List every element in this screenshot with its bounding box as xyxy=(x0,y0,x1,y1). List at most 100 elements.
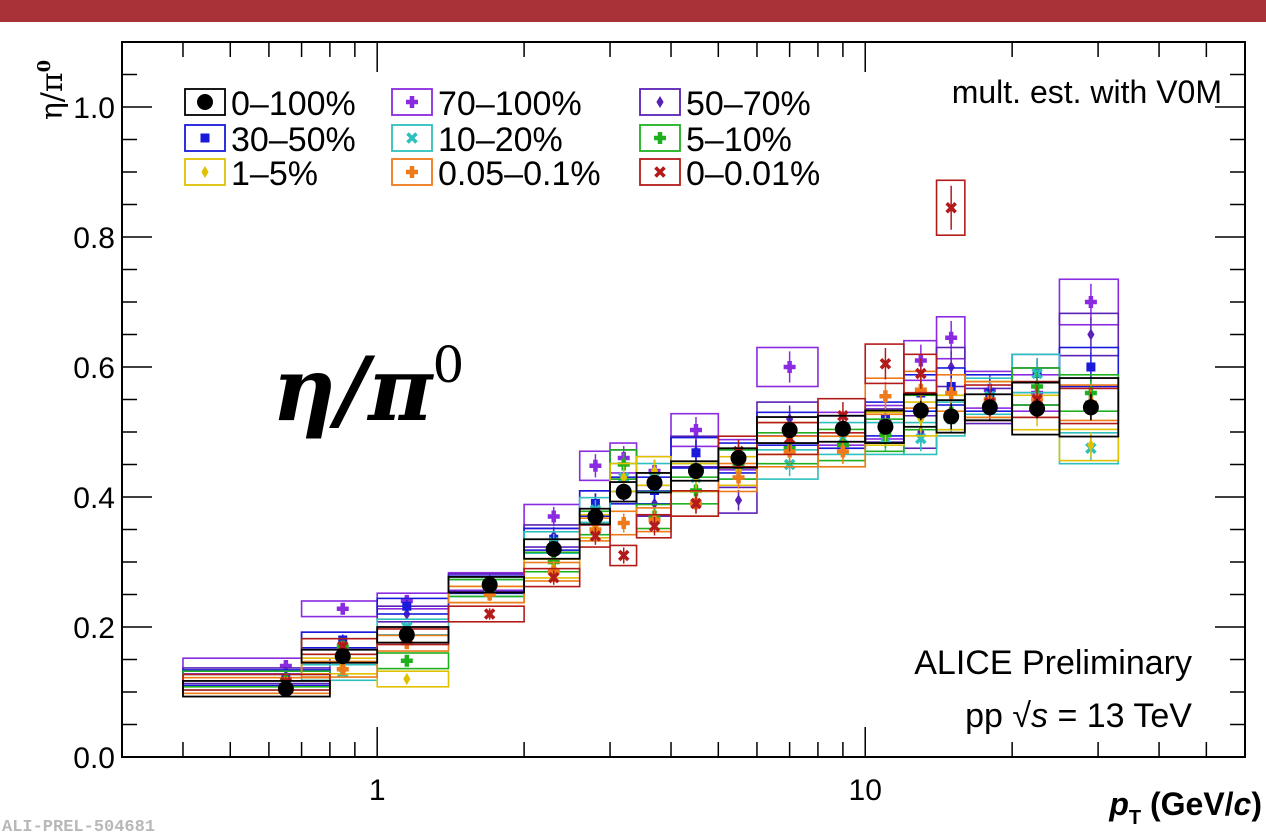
systematic-box xyxy=(635,513,672,539)
legend-box xyxy=(184,88,226,116)
data-point xyxy=(617,549,630,562)
data-point xyxy=(398,626,415,643)
systematic-box xyxy=(670,460,720,482)
legend-entry: 0–100% xyxy=(184,85,356,123)
systematic-box xyxy=(182,680,331,698)
data-point xyxy=(945,331,958,344)
data-point xyxy=(587,508,604,525)
data-point xyxy=(1084,296,1097,308)
systematic-box xyxy=(376,626,450,644)
data-point xyxy=(648,520,661,533)
systematic-box xyxy=(447,605,525,623)
legend-entry: 0.05–0.1% xyxy=(391,155,601,193)
data-point xyxy=(406,166,418,178)
data-point xyxy=(656,96,664,108)
systematic-box xyxy=(609,544,638,567)
data-point xyxy=(650,465,659,477)
legend-label: 10–20% xyxy=(438,121,563,159)
data-point xyxy=(981,399,998,416)
data-point xyxy=(617,517,630,529)
data-point xyxy=(654,166,666,178)
legend-label: 0–0.01% xyxy=(686,155,820,193)
data-point xyxy=(654,132,666,144)
systematic-box xyxy=(376,652,450,670)
data-point xyxy=(943,408,960,425)
data-point xyxy=(915,367,927,380)
data-point xyxy=(734,494,743,507)
data-point xyxy=(481,576,498,593)
systematic-box xyxy=(935,179,966,237)
legend-label: 30–50% xyxy=(231,121,356,159)
data-point xyxy=(730,450,747,466)
data-point xyxy=(947,361,955,373)
data-point xyxy=(879,357,892,370)
systematic-box xyxy=(1058,377,1120,438)
x-axis-title: pT (GeV/c) xyxy=(1108,786,1262,829)
legend-label: 0.05–0.1% xyxy=(438,155,601,193)
data-point xyxy=(1086,362,1096,372)
data-point xyxy=(483,608,496,620)
data-point xyxy=(945,201,957,214)
legend-entry: 1–5% xyxy=(184,155,318,193)
data-point xyxy=(403,673,411,685)
data-point xyxy=(687,463,704,479)
data-point xyxy=(547,571,560,584)
data-point xyxy=(1087,328,1095,341)
data-point xyxy=(338,635,348,645)
data-point xyxy=(336,602,349,615)
data-point xyxy=(690,497,702,510)
legend-label: 5–10% xyxy=(686,121,792,159)
data-point xyxy=(406,132,418,144)
legend-box xyxy=(391,88,433,116)
data-point xyxy=(400,654,413,667)
series-0-100 xyxy=(182,377,1120,698)
systematic-box xyxy=(523,538,581,560)
data-point xyxy=(1029,400,1046,417)
data-point xyxy=(201,166,209,178)
legend-box xyxy=(639,88,681,116)
data-point xyxy=(547,510,560,523)
legend-box xyxy=(639,158,681,186)
data-point xyxy=(646,474,663,491)
data-point xyxy=(406,96,418,108)
data-point xyxy=(783,361,796,373)
systematic-box xyxy=(717,447,758,469)
experiment-label: ALICE Preliminary xyxy=(914,644,1192,682)
y-tick-label: 0.0 xyxy=(73,742,115,775)
y-tick-label: 1.0 xyxy=(73,92,115,125)
legend-box xyxy=(184,124,226,152)
data-point xyxy=(689,424,702,437)
legend-entry: 0–0.01% xyxy=(639,155,820,193)
legend-label: 50–70% xyxy=(686,85,811,123)
data-point xyxy=(402,601,412,611)
data-point xyxy=(877,418,894,435)
data-point xyxy=(691,448,701,458)
legend-entry: 5–10% xyxy=(639,121,792,159)
data-point xyxy=(589,459,602,472)
systematic-box xyxy=(1058,312,1120,357)
x-tick-label: 10 xyxy=(849,774,882,807)
systematic-box xyxy=(1058,428,1120,462)
big-ratio-label: η/π0 xyxy=(272,336,464,441)
estimator-annotation: mult. est. with V0M xyxy=(952,74,1222,110)
data-point xyxy=(912,402,929,419)
legend-entry: 50–70% xyxy=(639,85,811,123)
title-bar xyxy=(0,0,1266,22)
data-point xyxy=(1082,399,1099,416)
y-tick-label: 0.8 xyxy=(73,222,115,255)
systematic-box xyxy=(1058,278,1120,326)
data-point xyxy=(545,541,562,557)
data-point xyxy=(945,387,958,399)
data-point xyxy=(277,680,294,697)
systematic-box xyxy=(670,490,720,517)
data-point xyxy=(200,133,210,143)
legend-box xyxy=(184,158,226,186)
data-point xyxy=(836,445,849,458)
systematic-box xyxy=(670,412,720,448)
data-point xyxy=(589,530,602,542)
legend-box xyxy=(391,124,433,152)
data-point xyxy=(615,483,632,500)
systematic-box xyxy=(903,353,938,394)
figure-id: ALI-PREL-504681 xyxy=(2,818,156,837)
